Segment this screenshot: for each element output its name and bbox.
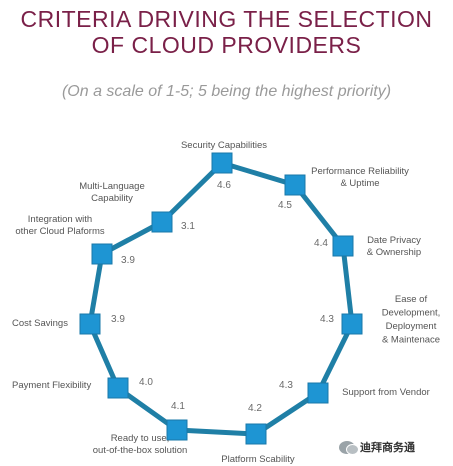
value-label: 4.3 xyxy=(279,380,293,391)
value-label: 3.1 xyxy=(181,221,195,232)
chart-subtitle: (On a scale of 1-5; 5 being the highest … xyxy=(61,83,392,100)
watermark-text: 迪拜商务通 xyxy=(360,441,415,454)
category-label: Security Capabilities xyxy=(181,140,267,151)
category-label: Platform Scability xyxy=(221,454,295,465)
data-point-marker xyxy=(166,419,188,441)
data-point-marker xyxy=(211,152,233,174)
chart-title-line-1: CRITERIA DRIVING THE SELECTION xyxy=(20,6,433,32)
data-point-marker xyxy=(107,377,129,399)
category-label: Date Privacy & Ownership xyxy=(367,235,421,258)
data-point-marker xyxy=(91,243,113,265)
value-label: 4.2 xyxy=(248,403,262,414)
watermark: 迪拜商务通 xyxy=(335,437,419,457)
value-label: 4.1 xyxy=(171,401,185,412)
category-label: Cost Savings xyxy=(12,318,68,329)
category-label: Ready to use, out-of-the-box solution xyxy=(93,433,188,456)
data-point-marker xyxy=(284,174,306,196)
data-point-marker xyxy=(341,313,363,335)
value-label: 3.9 xyxy=(111,314,125,325)
value-label: 4.5 xyxy=(278,200,292,211)
data-point-marker xyxy=(332,235,354,257)
value-label: 4.3 xyxy=(320,314,334,325)
value-label: 4.6 xyxy=(217,180,231,191)
category-label: Ease of Development, Deployment & Maintenac… xyxy=(382,294,441,346)
category-label: Support from Vendor xyxy=(342,387,430,398)
data-point-marker xyxy=(151,211,173,233)
data-point-marker xyxy=(307,382,329,404)
category-label: Integration with other Cloud Plaforms xyxy=(15,214,104,237)
category-label: Performance Reliability & Uptime xyxy=(311,166,409,189)
wechat-icon xyxy=(339,440,359,455)
data-point-marker xyxy=(245,423,267,445)
category-label: Multi-Language Capability xyxy=(79,181,145,204)
category-label: Payment Flexibility xyxy=(12,380,91,391)
data-point-marker xyxy=(79,313,101,335)
chart-title-line-2: OF CLOUD PROVIDERS xyxy=(91,32,362,58)
value-label: 4.4 xyxy=(314,238,328,249)
value-label: 4.0 xyxy=(139,377,153,388)
value-label: 3.9 xyxy=(121,255,135,266)
